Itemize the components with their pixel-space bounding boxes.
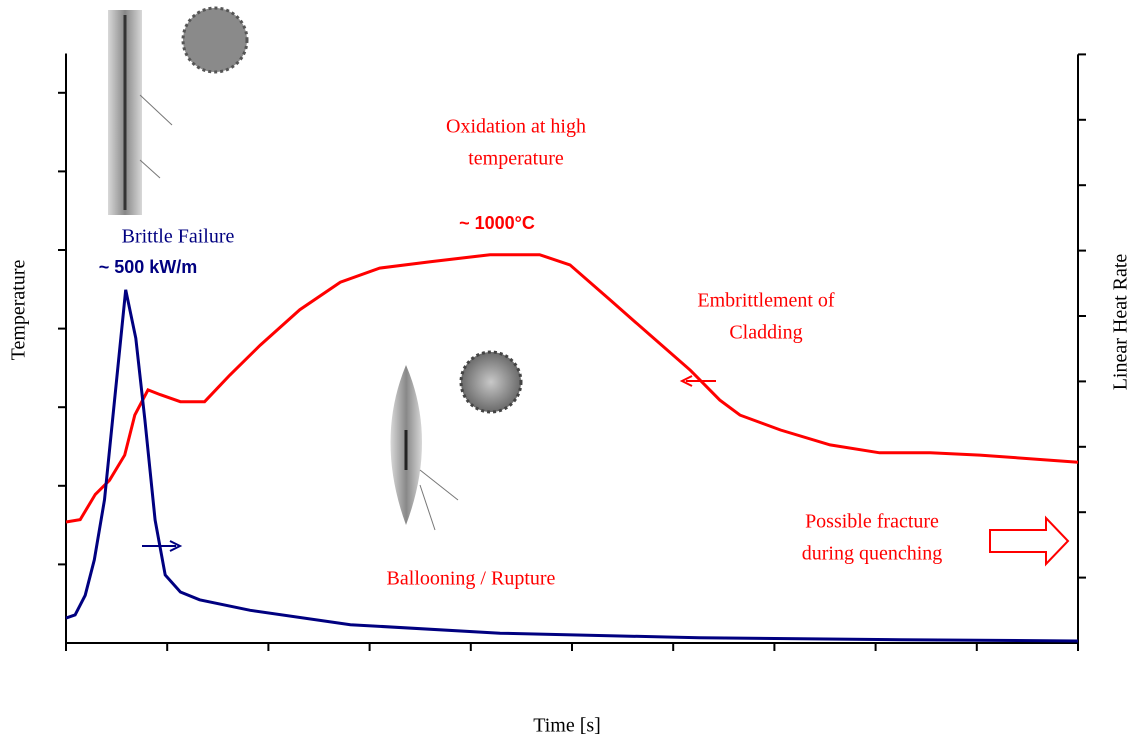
series-line bbox=[65, 253, 1079, 524]
pointer bbox=[139, 94, 173, 126]
arrow-head bbox=[679, 375, 693, 387]
series-line bbox=[65, 289, 1079, 643]
cross-section bbox=[459, 350, 523, 414]
annotation: ~ 1000°C bbox=[459, 213, 535, 233]
annotation: temperature bbox=[468, 148, 564, 170]
pointer bbox=[139, 159, 161, 179]
ballooning-sketch bbox=[390, 350, 523, 531]
annotation: during quenching bbox=[802, 543, 943, 565]
annotation: ~ 500 kW/m bbox=[99, 257, 198, 277]
y-axis-label: Temperature bbox=[8, 259, 30, 360]
annotation: Embrittlement of bbox=[697, 290, 835, 312]
annotation: Ballooning / Rupture bbox=[387, 568, 556, 590]
quench-arrow bbox=[989, 515, 1070, 567]
annotation: Possible fracture bbox=[805, 511, 939, 533]
brittle-failure-sketch bbox=[108, 6, 249, 215]
y2-axis-label: Linear Heat Rate bbox=[1110, 254, 1132, 391]
cross-section bbox=[181, 6, 249, 74]
annotation: Brittle Failure bbox=[122, 226, 235, 248]
arrow-head bbox=[169, 540, 183, 552]
annotation: Oxidation at high bbox=[446, 116, 586, 138]
x-axis-label: Time [s] bbox=[533, 715, 601, 737]
annotation: Cladding bbox=[729, 322, 802, 344]
pointer bbox=[419, 484, 436, 531]
pointer bbox=[419, 469, 459, 501]
